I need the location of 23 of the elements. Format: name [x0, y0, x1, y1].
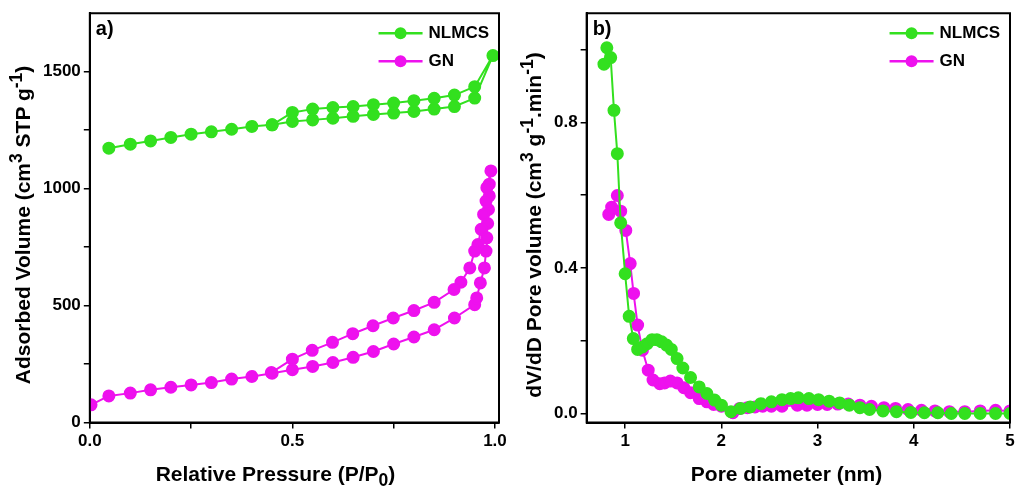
y-tick-label: 0.8 — [553, 112, 578, 132]
legend-label: NLMCS — [939, 22, 1001, 42]
x-tick-label: 2 — [716, 431, 727, 451]
y-tick-label: 0.4 — [553, 257, 579, 277]
x-tick-label: 3 — [812, 431, 823, 451]
x-tick-label: 0.5 — [280, 431, 305, 451]
x-tick-label: 4 — [909, 431, 920, 451]
y-tick-label: 500 — [52, 295, 81, 315]
x-tick-label: 1.0 — [483, 431, 507, 451]
y-tick-label: 0 — [71, 412, 81, 432]
x-axis-title: Pore diameter (nm) — [689, 462, 884, 486]
legend-label: GN — [428, 50, 455, 70]
y-tick-label: 1500 — [42, 61, 81, 81]
x-tick-label: 0.0 — [78, 431, 102, 451]
legend-label: NLMCS — [428, 22, 490, 42]
annotation: a) — [95, 16, 114, 39]
x-axis-title: Relative Pressure (P/P$_{0}$) — [154, 462, 397, 492]
x-tick-label: 1 — [620, 431, 630, 451]
x-tick-label: 5 — [1005, 431, 1015, 451]
annotation: b) — [592, 16, 612, 39]
y-tick-label: 1000 — [42, 178, 81, 198]
y-tick-label: 0.0 — [553, 403, 578, 423]
legend-label: GN — [939, 50, 966, 70]
